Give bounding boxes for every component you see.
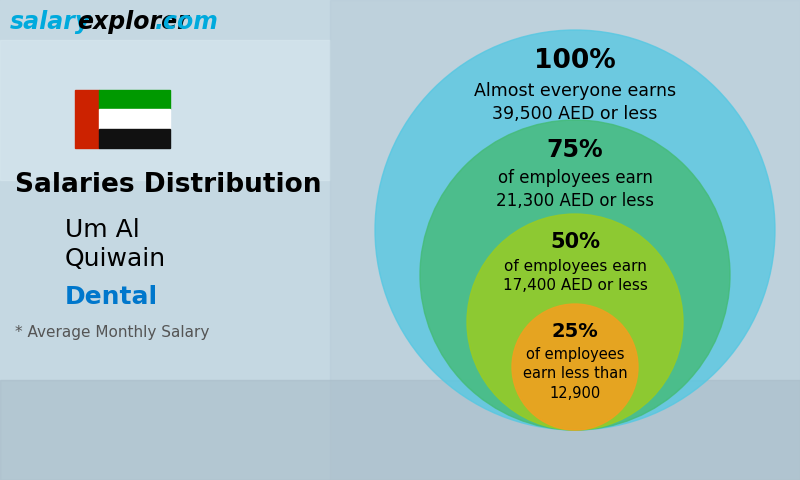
Text: of employees earn
17,400 AED or less: of employees earn 17,400 AED or less	[502, 259, 647, 293]
Circle shape	[467, 214, 683, 430]
Text: 25%: 25%	[552, 322, 598, 341]
Bar	[98, 129, 170, 148]
Bar	[98, 109, 170, 129]
Bar	[75, 90, 98, 148]
Bar	[98, 90, 170, 109]
Text: Salaries Distribution: Salaries Distribution	[15, 172, 322, 198]
Bar	[0, 380, 800, 480]
Text: Almost everyone earns
39,500 AED or less: Almost everyone earns 39,500 AED or less	[474, 82, 676, 123]
Text: salary: salary	[10, 10, 91, 34]
Text: Um Al
Quiwain: Um Al Quiwain	[65, 218, 166, 271]
Text: explorer: explorer	[77, 10, 189, 34]
Text: .com: .com	[155, 10, 219, 34]
Text: Dental: Dental	[65, 285, 158, 309]
Text: 50%: 50%	[550, 232, 600, 252]
Text: 100%: 100%	[534, 48, 616, 74]
Text: * Average Monthly Salary: * Average Monthly Salary	[15, 325, 210, 340]
Bar	[0, 40, 330, 180]
Circle shape	[375, 30, 775, 430]
Bar	[330, 0, 800, 480]
Text: of employees
earn less than
12,900: of employees earn less than 12,900	[522, 347, 627, 401]
Circle shape	[512, 304, 638, 430]
Circle shape	[420, 120, 730, 430]
Text: 75%: 75%	[546, 138, 603, 162]
Text: of employees earn
21,300 AED or less: of employees earn 21,300 AED or less	[496, 168, 654, 209]
